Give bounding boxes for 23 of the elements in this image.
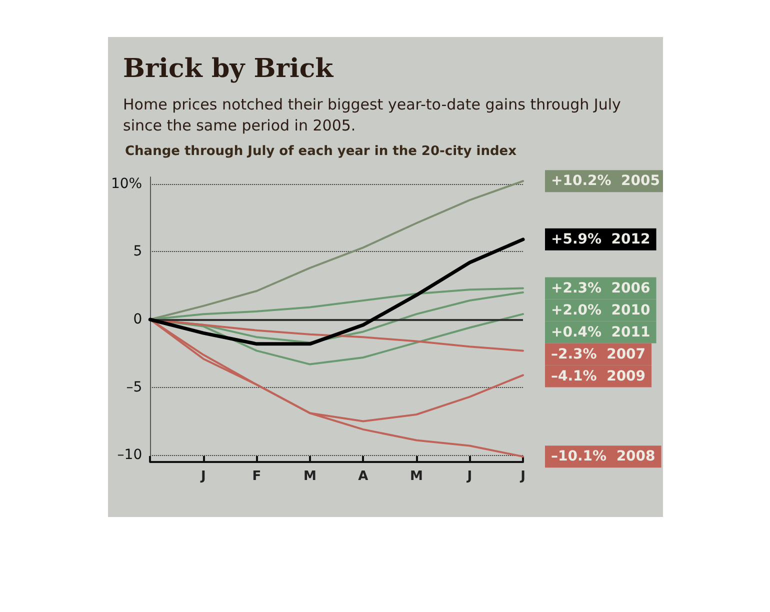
x-tick-label: F [252,469,262,484]
text: –4.1% 2009 [551,368,646,384]
text: +2.0% 2010 [551,302,650,318]
text: –2.3% 2007 [551,346,646,362]
text: +0.4% 2011 [551,324,650,340]
x-tick-label: J [200,469,206,484]
text: +2.3% 2006 [551,280,650,296]
chart-title: Brick by Brick [123,54,334,84]
y-tick-label: –10 [117,447,142,464]
y-tick-label: 10% [110,176,142,192]
text: +5.9% 2012 [551,231,650,248]
chart-subtitle: Home prices notched their biggest year-to-date gains through July since the same period in 2005. [123,96,626,134]
y-axis-title: Change through July of each year in the 20-city index [125,144,518,159]
y-tick-label: 0 [133,312,142,328]
text: –10.1% 2008 [551,448,656,465]
x-tick-label: J [520,469,526,484]
y-tick-label: 5 [133,244,142,260]
x-tick-label: J [466,469,472,484]
x-tick-label: M [410,469,423,484]
y-tick-label: –5 [126,379,142,396]
text: +10.2% 2005 [551,173,660,190]
x-tick-label: M [303,469,316,484]
x-tick-label: A [358,469,368,484]
